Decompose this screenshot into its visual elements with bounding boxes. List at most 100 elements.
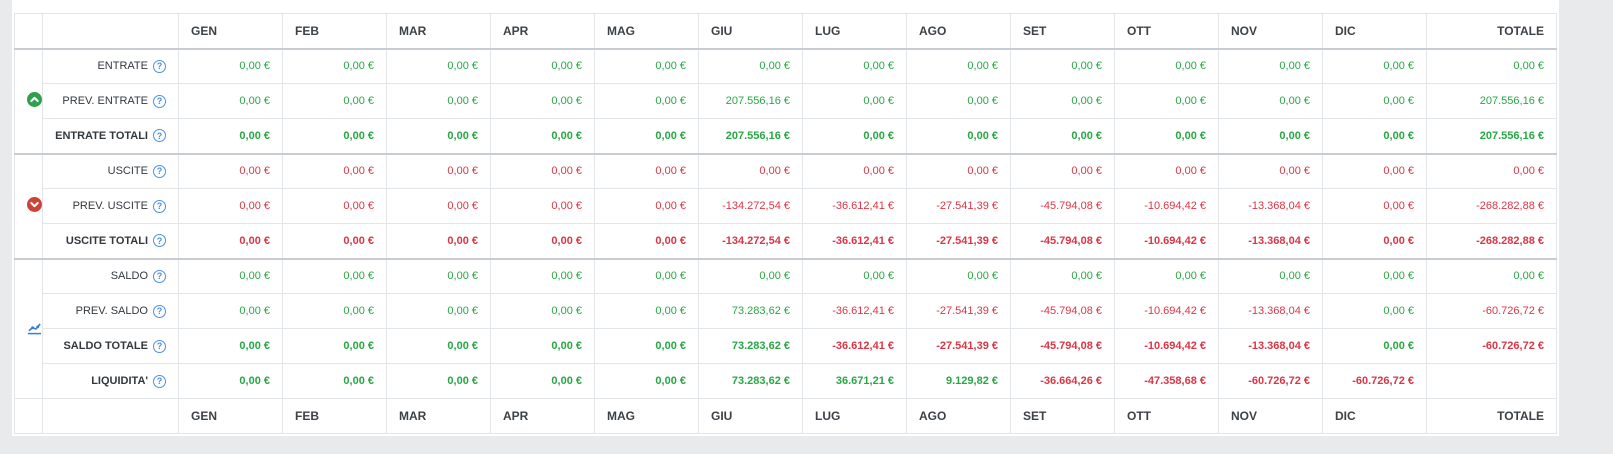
group-entrate-icon-cell — [14, 48, 43, 154]
value-cell-apr: 0,00 € — [490, 153, 595, 189]
value-cell-mag: 0,00 € — [594, 153, 699, 189]
value-cell-mar: 0,00 € — [386, 258, 491, 294]
help-icon[interactable]: ? — [153, 94, 166, 108]
footer-column-header-totale: TOTALE — [1426, 398, 1557, 434]
help-icon[interactable]: ? — [153, 304, 166, 318]
header-column-header-apr: APR — [490, 13, 595, 49]
value-cell-mar: 0,00 € — [386, 223, 491, 259]
value-cell-mar: 0,00 € — [386, 328, 491, 364]
value-cell-dic: 0,00 € — [1322, 188, 1427, 224]
value-cell-giu: 0,00 € — [698, 153, 803, 189]
value-cell-totale: 207.556,16 € — [1426, 118, 1557, 154]
header-column-header-ago: AGO — [906, 13, 1011, 49]
help-icon[interactable]: ? — [153, 269, 166, 283]
header-column-header-totale: TOTALE — [1426, 13, 1557, 49]
row-label: USCITE TOTALI — [65, 234, 148, 247]
row-label: SALDO TOTALE — [63, 340, 148, 352]
help-icon[interactable]: ? — [153, 129, 166, 143]
footer-column-header-dic: DIC — [1322, 398, 1427, 434]
row-label: ENTRATE — [97, 60, 148, 73]
help-icon[interactable]: ? — [153, 374, 166, 388]
value-cell-ott: 0,00 € — [1114, 48, 1219, 84]
value-cell-mag: 0,00 € — [594, 293, 699, 329]
value-cell-apr: 0,00 € — [490, 223, 595, 259]
value-cell-dic: 0,00 € — [1322, 328, 1427, 364]
value-cell-ott: -10.694,42 € — [1114, 328, 1219, 364]
group-saldo: SALDO? 0,00 €0,00 €0,00 €0,00 €0,00 €0,00… — [14, 258, 1557, 399]
row-label-cell: ENTRATE? — [42, 48, 179, 84]
value-cell-set: 0,00 € — [1010, 48, 1115, 84]
value-cell-nov: -13.368,04 € — [1218, 293, 1323, 329]
help-icon[interactable]: ? — [153, 339, 166, 353]
row-label: PREV. SALDO — [75, 305, 148, 317]
line-chart-icon[interactable] — [27, 320, 42, 335]
value-cell-ago: -27.541,39 € — [906, 328, 1011, 364]
table-row-prev-entrate: PREV. ENTRATE? 0,00 €0,00 €0,00 €0,00 €0,… — [15, 83, 1557, 119]
value-cell-mag: 0,00 € — [594, 363, 699, 399]
row-label-cell: LIQUIDITA'? — [42, 363, 179, 399]
value-cell-apr: 0,00 € — [490, 328, 595, 364]
table-row-entrate-totali: ENTRATE TOTALI? 0,00 €0,00 €0,00 €0,00 €0… — [15, 118, 1557, 154]
value-cell-mar: 0,00 € — [386, 48, 491, 84]
help-icon[interactable]: ? — [153, 234, 166, 248]
header-column-header-set: SET — [1010, 13, 1115, 49]
value-cell-gen: 0,00 € — [178, 328, 283, 364]
row-label: USCITE — [107, 165, 148, 178]
value-cell-mar: 0,00 € — [386, 153, 491, 189]
help-icon[interactable]: ? — [153, 59, 166, 73]
row-label: ENTRATE TOTALI — [55, 129, 148, 142]
value-cell-ago: -27.541,39 € — [906, 223, 1011, 259]
circle-arrow-down-icon[interactable] — [27, 197, 42, 212]
value-cell-feb: 0,00 € — [282, 223, 387, 259]
value-cell-ott: -10.694,42 € — [1114, 293, 1219, 329]
group-saldo-icon-cell — [14, 258, 43, 399]
group-uscite: USCITE? 0,00 €0,00 €0,00 €0,00 €0,00 €0,0… — [14, 153, 1557, 259]
circle-arrow-up-icon[interactable] — [27, 92, 42, 107]
table-row-entrate: ENTRATE? 0,00 €0,00 €0,00 €0,00 €0,00 €0,… — [14, 48, 1557, 154]
value-cell-giu: 73.283,62 € — [698, 328, 803, 364]
value-cell-dic: 0,00 € — [1322, 293, 1427, 329]
footer-icon-column-spacer — [14, 398, 43, 434]
value-cell-totale: 207.556,16 € — [1426, 83, 1557, 119]
footer-column-header-feb: FEB — [282, 398, 387, 434]
value-cell-nov: 0,00 € — [1218, 258, 1323, 294]
value-cell-set: -45.794,08 € — [1010, 293, 1115, 329]
value-cell-mar: 0,00 € — [386, 188, 491, 224]
value-cell-lug: 0,00 € — [802, 118, 907, 154]
value-cell-nov: 0,00 € — [1218, 153, 1323, 189]
row-label-cell: ENTRATE TOTALI? — [42, 118, 179, 154]
header-column-header-ott: OTT — [1114, 13, 1219, 49]
value-cell-gen: 0,00 € — [178, 188, 283, 224]
value-cell-ago: 0,00 € — [906, 118, 1011, 154]
value-cell-mar: 0,00 € — [386, 118, 491, 154]
value-cell-feb: 0,00 € — [282, 153, 387, 189]
value-cell-dic: 0,00 € — [1322, 48, 1427, 84]
row-label-cell: SALDO TOTALE? — [42, 328, 179, 364]
value-cell-set: -45.794,08 € — [1010, 223, 1115, 259]
value-cell-totale: -268.282,88 € — [1426, 223, 1557, 259]
value-cell-mar: 0,00 € — [386, 363, 491, 399]
table-row-liquidita: LIQUIDITA'? 0,00 €0,00 €0,00 €0,00 €0,00 … — [15, 363, 1557, 399]
value-cell-feb: 0,00 € — [282, 258, 387, 294]
value-cell-nov: -13.368,04 € — [1218, 188, 1323, 224]
row-label-cell: USCITE TOTALI? — [42, 223, 179, 259]
footer-column-header-ago: AGO — [906, 398, 1011, 434]
value-cell-nov: -60.726,72 € — [1218, 363, 1323, 399]
value-cell-set: 0,00 € — [1010, 153, 1115, 189]
row-label: LIQUIDITA' — [91, 375, 148, 387]
value-cell-lug: 0,00 € — [802, 48, 907, 84]
group-entrate: ENTRATE? 0,00 €0,00 €0,00 €0,00 €0,00 €0,… — [14, 48, 1557, 154]
value-cell-feb: 0,00 € — [282, 48, 387, 84]
row-label: PREV. ENTRATE — [62, 95, 148, 107]
help-icon[interactable]: ? — [153, 199, 166, 213]
value-cell-nov: 0,00 € — [1218, 83, 1323, 119]
footer-column-header-gen: GEN — [178, 398, 283, 434]
value-cell-mag: 0,00 € — [594, 118, 699, 154]
row-label: SALDO — [110, 270, 148, 283]
help-icon[interactable]: ? — [153, 164, 166, 178]
value-cell-ago: 0,00 € — [906, 48, 1011, 84]
header-column-header-giu: GIU — [698, 13, 803, 49]
value-cell-gen: 0,00 € — [178, 153, 283, 189]
value-cell-feb: 0,00 € — [282, 118, 387, 154]
value-cell-ott: 0,00 € — [1114, 258, 1219, 294]
